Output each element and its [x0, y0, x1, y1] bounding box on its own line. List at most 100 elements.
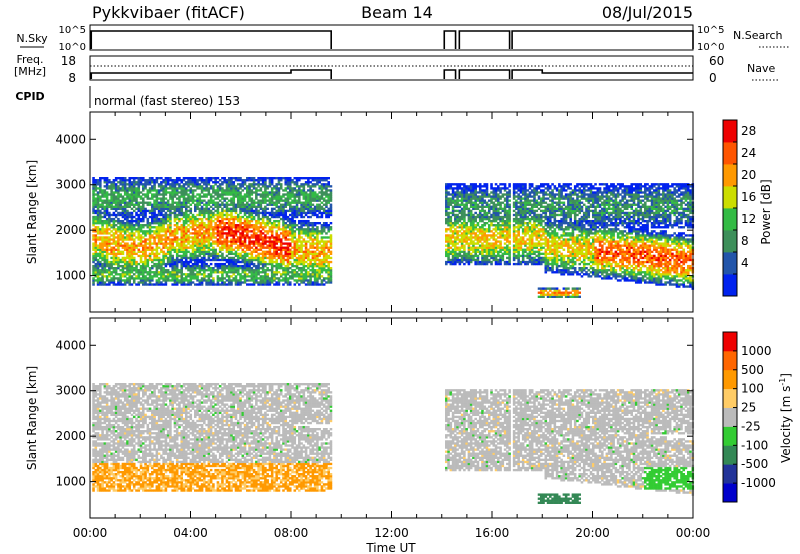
power-cell — [99, 260, 102, 264]
power-cell — [298, 199, 301, 202]
power-cell — [286, 177, 290, 180]
power-cell — [135, 217, 138, 221]
power-cell — [99, 219, 102, 223]
power-cell — [103, 195, 107, 198]
power-cell — [307, 219, 310, 223]
power-cell — [209, 197, 213, 200]
power-cell — [268, 181, 272, 184]
power-cell — [282, 207, 285, 211]
power-cell — [94, 252, 98, 256]
power-cell — [200, 207, 204, 211]
power-cell — [103, 269, 107, 272]
power-cell — [284, 228, 288, 231]
power-cell — [212, 277, 215, 280]
power-cell — [467, 260, 471, 264]
power-cell — [166, 201, 170, 204]
power-cell — [490, 224, 493, 227]
power-cell — [449, 199, 453, 202]
power-cell — [175, 203, 179, 206]
power-cell — [293, 224, 297, 227]
power-cell — [483, 230, 487, 233]
power-cell — [232, 273, 236, 276]
power-cell — [309, 269, 312, 272]
power-cell — [236, 195, 240, 198]
power-cell — [216, 181, 220, 184]
power-cell — [291, 238, 294, 241]
power-cell — [101, 199, 104, 202]
power-cell — [144, 209, 147, 213]
power-cell — [320, 195, 324, 198]
power-cell — [288, 195, 292, 198]
power-cell — [302, 228, 306, 231]
power-cell — [105, 271, 109, 274]
power-cell — [232, 222, 236, 225]
power-cell — [246, 236, 249, 239]
power-cell — [227, 271, 231, 274]
power-cell — [307, 254, 310, 258]
power-cell — [273, 250, 276, 253]
power-cell — [239, 217, 242, 221]
power-cell — [108, 215, 111, 219]
power-cell — [117, 217, 120, 221]
power-cell — [293, 275, 297, 278]
power-cell — [322, 240, 326, 243]
power-cell — [121, 183, 125, 186]
power-cell — [132, 248, 136, 251]
power-cell — [157, 283, 161, 286]
power-cell — [207, 181, 211, 184]
power-cell — [137, 242, 141, 245]
power-cell — [252, 283, 256, 286]
power-cell — [205, 264, 208, 268]
power-cell — [207, 256, 211, 260]
power-cell — [108, 213, 111, 217]
power-cell — [203, 246, 206, 249]
power-cell — [320, 264, 324, 268]
power-cell — [255, 250, 258, 253]
power-cell — [148, 240, 152, 243]
power-cell — [458, 211, 462, 215]
power-cell — [112, 262, 116, 266]
power-cell — [123, 262, 127, 266]
power-cell — [96, 228, 100, 231]
power-cell — [311, 262, 315, 266]
power-cell — [282, 279, 285, 282]
power-cell — [325, 232, 328, 235]
power-cell — [239, 279, 242, 282]
power-cell — [221, 279, 224, 282]
power-cell — [456, 193, 459, 196]
power-cell — [252, 185, 256, 188]
power-cell — [304, 275, 308, 278]
power-cell — [316, 203, 319, 206]
power-cell — [291, 254, 294, 258]
power-cell — [458, 234, 462, 237]
power-cell — [153, 217, 156, 221]
power-cell — [264, 193, 267, 196]
power-cell — [458, 250, 462, 253]
power-cell — [241, 234, 245, 237]
power-cell — [142, 213, 145, 217]
power-cell — [110, 224, 113, 227]
power-cell — [230, 230, 233, 233]
power-cell — [275, 215, 278, 219]
power-cell — [304, 269, 308, 272]
power-cell — [295, 228, 299, 231]
power-cell — [469, 217, 473, 221]
power-cell — [148, 252, 152, 256]
power-cell — [282, 246, 285, 249]
power-cell — [227, 240, 231, 243]
power-cell — [171, 246, 174, 249]
power-cell — [151, 195, 154, 198]
power-cell — [162, 219, 165, 223]
power-cell — [318, 215, 321, 219]
power-cell — [248, 179, 251, 182]
power-cell — [212, 236, 215, 239]
power-cell — [198, 242, 202, 245]
power-cell — [261, 197, 265, 200]
power-cell — [295, 207, 299, 211]
power-cell — [130, 236, 134, 239]
power-cell — [135, 264, 138, 268]
power-cell — [236, 217, 240, 221]
power-cell — [252, 217, 256, 221]
power-cell — [180, 240, 184, 243]
power-cell — [320, 232, 324, 235]
